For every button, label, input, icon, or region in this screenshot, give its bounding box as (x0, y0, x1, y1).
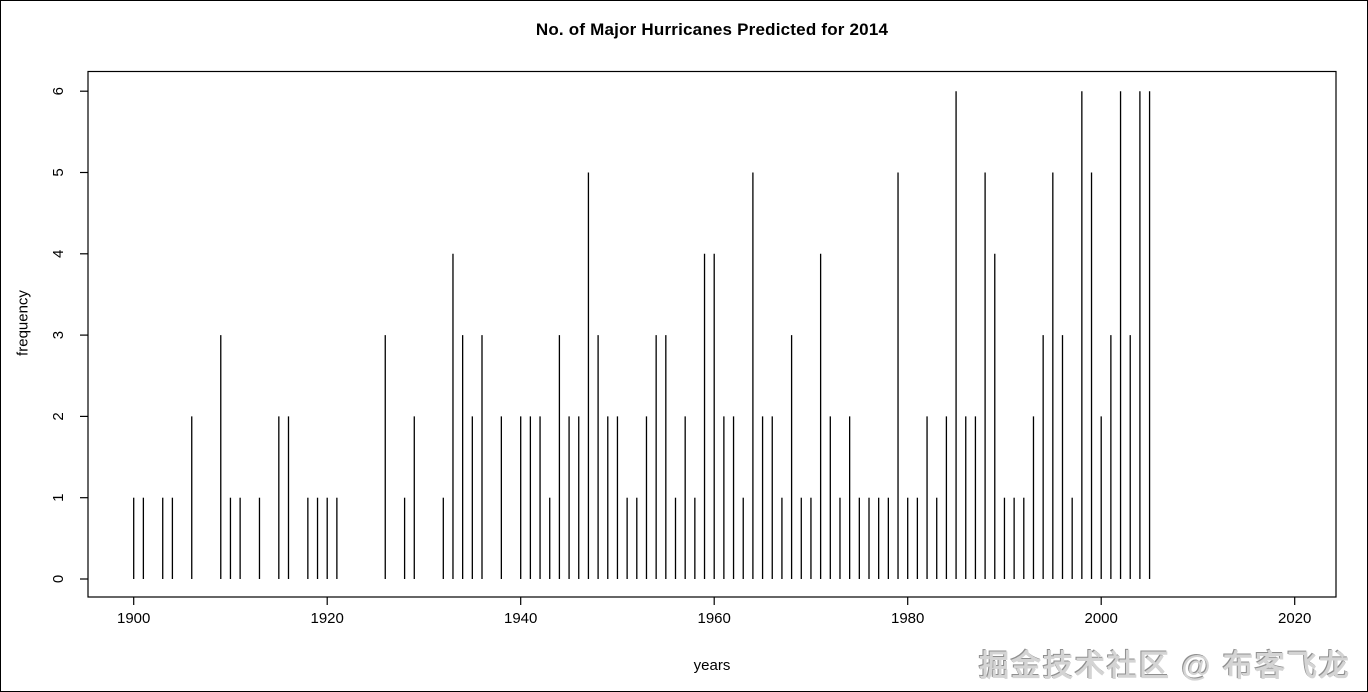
y-tick-label: 5 (50, 168, 67, 176)
x-tick-label: 1920 (311, 610, 344, 627)
plot-box (87, 70, 1337, 598)
y-tick-label: 6 (50, 87, 67, 95)
y-tick-label: 2 (50, 412, 67, 420)
x-tick-label: 2020 (1278, 610, 1311, 627)
chart-title: No. of Major Hurricanes Predicted for 20… (535, 20, 889, 39)
y-tick-label: 1 (50, 494, 67, 502)
x-tick-label: 1940 (504, 610, 537, 627)
x-axis-label: years (693, 657, 731, 674)
x-tick-label: 1960 (698, 610, 731, 627)
x-tick-label: 1900 (117, 610, 150, 627)
y-tick-label: 4 (50, 250, 67, 258)
y-tick-label: 0 (50, 575, 67, 583)
x-tick-label: 1980 (891, 610, 924, 627)
watermark: 掘金技术社区 @ 布客飞龙 (979, 650, 1351, 683)
y-tick-label: 3 (50, 331, 67, 339)
x-tick-label: 2000 (1085, 610, 1118, 627)
y-axis-label: frequency (14, 290, 32, 356)
